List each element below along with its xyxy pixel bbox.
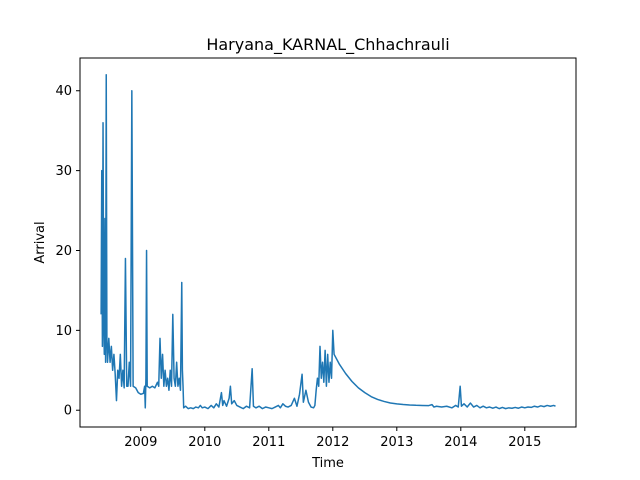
x-axis: 2009 2010 2011 2012 2013 2014 2015 [124,427,541,450]
y-axis-label: Arrival [33,221,48,263]
x-tick-label: 2015 [508,435,541,450]
plot-area [79,57,577,428]
series-layer [100,74,556,410]
x-tick-label: 2012 [316,435,349,450]
y-tick-label: 0 [64,404,72,419]
y-tick-label: 20 [55,244,72,259]
y-tick-label: 30 [55,164,72,179]
plot-frame [79,57,577,428]
x-tick-label: 2009 [124,435,157,450]
x-tick-label: 2010 [188,435,221,450]
series-line-0 [100,74,556,410]
x-axis-label: Time [311,456,344,471]
chart-title: Haryana_KARNAL_Chhachrauli [206,35,449,55]
y-tick-label: 40 [55,84,72,99]
x-tick-label: 2014 [444,435,477,450]
y-tick-label: 10 [55,324,72,339]
x-tick-label: 2013 [380,435,413,450]
y-axis: 0 10 20 30 40 [55,84,80,419]
x-tick-label: 2011 [252,435,285,450]
